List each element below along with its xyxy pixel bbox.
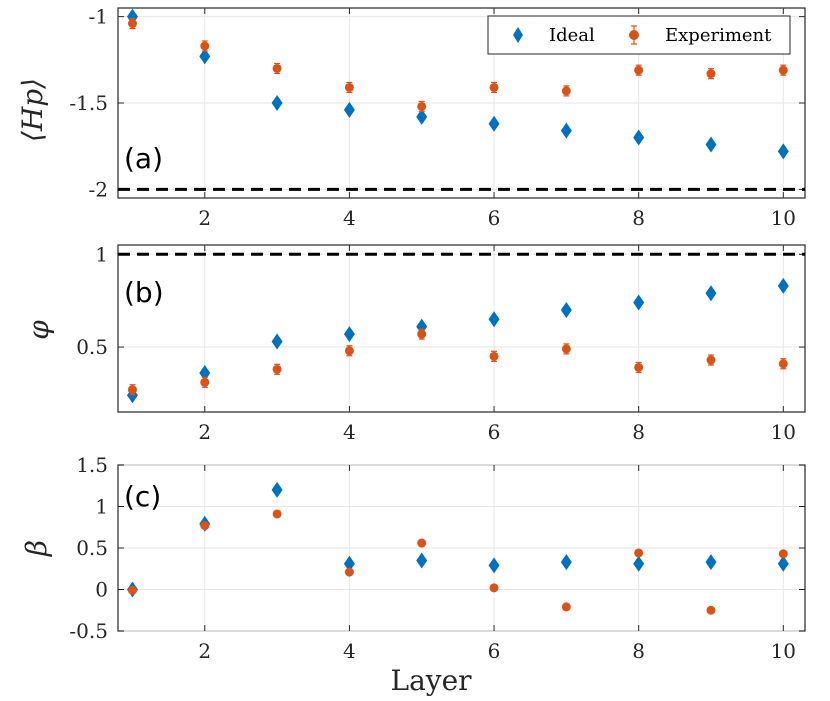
- p0-experiment-point: [778, 65, 788, 75]
- p0-ideal-point: [271, 95, 283, 111]
- p1-xtick-label: 10: [771, 420, 796, 444]
- p0-xtick-label: 2: [198, 206, 211, 230]
- p2-experiment-point: [778, 549, 788, 559]
- p0-ideal-point: [343, 101, 355, 118]
- p1-ideal-point: [705, 285, 717, 302]
- p2-xtick-label: 2: [198, 639, 211, 663]
- p2-experiment-point: [706, 605, 716, 615]
- p2-ideal-point: [416, 552, 428, 569]
- p0-xtick-label: 8: [632, 206, 645, 230]
- p2-ytick-label: 0: [95, 578, 108, 602]
- p1-xtick-label: 8: [632, 420, 645, 444]
- p1-experiment-point: [200, 377, 210, 387]
- p1-ideal-point: [633, 294, 645, 311]
- p2-ytick-label: 1.5: [76, 453, 108, 477]
- p2-ideal-point: [633, 555, 645, 572]
- p0-experiment-point: [200, 41, 210, 51]
- p1-experiment-point: [778, 359, 788, 369]
- p0-ytick-label: -1: [89, 5, 108, 29]
- p1-ytick-label: 1: [95, 242, 108, 266]
- p2-experiment-point: [272, 509, 282, 519]
- p1-ideal-point: [343, 326, 355, 343]
- p0-experiment-point: [634, 65, 644, 75]
- p1-ideal-point: [488, 311, 500, 328]
- p1-ideal-point: [777, 277, 789, 294]
- p0-ytick-label: -1.5: [69, 91, 108, 115]
- panel-b-label: (b): [124, 276, 164, 309]
- p2-ideal-point: [488, 557, 500, 574]
- p0-ideal-point: [488, 115, 500, 132]
- p2-xtick-label: 4: [343, 639, 356, 663]
- p0-ytick-label: -2: [89, 177, 108, 201]
- p1-experiment-point: [489, 351, 499, 361]
- p2-ytick-label: 0.5: [76, 536, 108, 560]
- p0-experiment-point: [561, 86, 571, 96]
- p0-ideal-point: [416, 108, 428, 125]
- p0-experiment-point: [272, 63, 282, 73]
- panel-b-ylabel: φ: [22, 320, 55, 340]
- panel-c: 2 4 6 8 10 1.5 1 0.5 0 -0.5 (c) β Layer: [20, 453, 806, 697]
- p1-experiment-point: [561, 344, 571, 354]
- p1-ideal-point: [560, 301, 572, 318]
- legend-ideal-marker: [513, 27, 523, 43]
- panel-b-frame: [117, 244, 806, 413]
- p2-experiment-point: [561, 602, 571, 612]
- p2-xtick-label: 10: [771, 639, 796, 663]
- p1-experiment-point: [272, 364, 282, 374]
- p1-experiment-point: [706, 355, 716, 365]
- p1-xtick-label: 2: [198, 420, 211, 444]
- p0-experiment-point: [127, 19, 137, 29]
- p1-experiment-point: [634, 362, 644, 372]
- p1-experiment-point: [344, 346, 354, 356]
- p2-ytick-label: 1: [95, 495, 108, 519]
- x-axis-label: Layer: [390, 664, 472, 697]
- p2-xtick-label: 8: [632, 639, 645, 663]
- legend-ideal-label: Ideal: [549, 25, 595, 46]
- panel-b-marks: 2 4 6 8 10 1 0.5: [76, 242, 805, 444]
- panel-a: 2 4 6 8 10 -1 -1.5 -2 (a) ⟨Hp⟩ Ideal Experiment: [16, 5, 806, 230]
- legend: Ideal Experiment: [487, 15, 791, 55]
- p1-experiment-point: [127, 385, 137, 395]
- panel-b: 2 4 6 8 10 1 0.5 (b) φ: [22, 242, 806, 444]
- p0-ideal-point: [777, 143, 789, 160]
- panel-a-ylabel: ⟨Hp⟩: [16, 78, 49, 142]
- p0-ideal-point: [560, 122, 572, 139]
- p2-experiment-point: [417, 538, 427, 548]
- p0-experiment-point: [417, 101, 427, 111]
- p1-ideal-point: [271, 333, 283, 350]
- p2-experiment-point: [489, 583, 499, 593]
- p0-ideal-point: [705, 136, 717, 153]
- p2-experiment-point: [344, 567, 354, 577]
- legend-experiment-marker: [629, 25, 639, 45]
- p0-ideal-point: [199, 48, 211, 65]
- legend-experiment-label: Experiment: [665, 25, 772, 46]
- p1-xtick-label: 6: [488, 420, 501, 444]
- p0-experiment-point: [489, 82, 499, 92]
- p2-ideal-point: [560, 554, 572, 571]
- p2-ideal-point: [777, 555, 789, 572]
- p0-experiment-point: [344, 82, 354, 92]
- p2-experiment-point: [127, 585, 137, 595]
- p1-experiment-point: [417, 329, 427, 339]
- panel-c-label: (c): [124, 480, 161, 513]
- p0-xtick-label: 10: [771, 206, 796, 230]
- p2-experiment-point: [200, 521, 210, 531]
- p2-ideal-point: [705, 554, 717, 571]
- panel-c-marks: 2 4 6 8 10 1.5 1 0.5 0 -0.5: [69, 453, 805, 663]
- p2-xtick-label: 6: [488, 639, 501, 663]
- p0-experiment-point: [706, 69, 716, 79]
- p2-ideal-point: [343, 555, 355, 572]
- p0-xtick-label: 4: [343, 206, 356, 230]
- p2-ytick-label: -0.5: [69, 619, 108, 643]
- p0-xtick-label: 6: [488, 206, 501, 230]
- p2-ideal-point: [271, 481, 283, 498]
- panel-c-ylabel: β: [20, 540, 53, 557]
- p0-ideal-point: [633, 129, 645, 146]
- p1-ytick-label: 0.5: [76, 335, 108, 359]
- p2-experiment-point: [634, 548, 644, 558]
- panel-a-label: (a): [124, 142, 163, 175]
- p1-xtick-label: 4: [343, 420, 356, 444]
